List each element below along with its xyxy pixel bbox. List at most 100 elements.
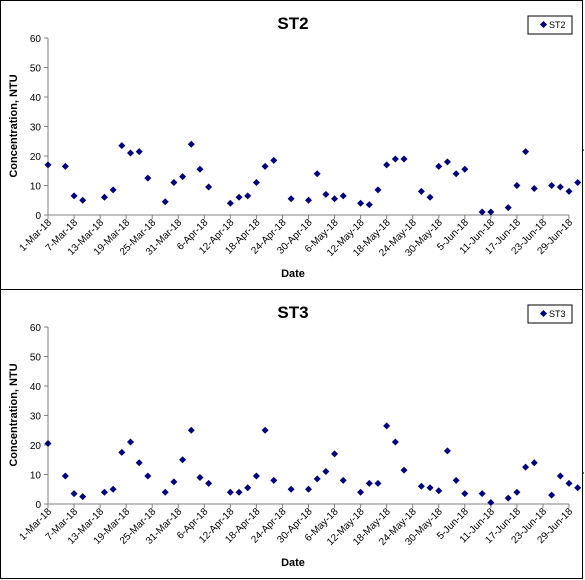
y-tick-label: 10 xyxy=(30,471,42,482)
data-point xyxy=(556,183,564,191)
data-point xyxy=(478,208,486,216)
data-point xyxy=(365,201,373,209)
data-point xyxy=(170,179,178,187)
data-point xyxy=(161,198,169,206)
data-point xyxy=(574,484,582,492)
data-point xyxy=(504,204,512,212)
data-point xyxy=(313,170,321,178)
data-point xyxy=(235,193,243,201)
data-point xyxy=(565,187,573,195)
legend: ST2 xyxy=(527,15,573,35)
data-point xyxy=(435,487,443,495)
y-tick-label: 50 xyxy=(30,353,42,364)
data-point xyxy=(374,479,382,487)
data-point xyxy=(574,179,582,187)
data-point xyxy=(287,485,295,493)
y-tick-label: 20 xyxy=(30,441,42,452)
y-tick-label: 60 xyxy=(30,34,42,45)
data-point xyxy=(331,450,339,458)
data-point xyxy=(252,179,260,187)
y-tick-label: 30 xyxy=(30,123,42,134)
legend-marker-icon xyxy=(539,309,548,318)
data-point xyxy=(504,494,512,502)
legend-box xyxy=(527,304,573,324)
data-point xyxy=(109,485,117,493)
data-point xyxy=(383,161,391,169)
y-tick-label: 0 xyxy=(35,211,41,222)
data-point xyxy=(270,476,278,484)
data-point xyxy=(100,488,108,496)
data-point xyxy=(61,162,69,170)
plot-area xyxy=(48,38,569,215)
data-point xyxy=(196,165,204,173)
x-axis-label: Date xyxy=(281,268,305,280)
data-point xyxy=(79,493,87,501)
data-point xyxy=(548,491,556,499)
data-point xyxy=(478,490,486,498)
data-point xyxy=(435,162,443,170)
data-point xyxy=(205,479,213,487)
data-point xyxy=(261,426,269,434)
data-point xyxy=(118,142,126,150)
data-point xyxy=(270,156,278,164)
data-point xyxy=(144,174,152,182)
legend-box xyxy=(527,15,573,35)
data-point xyxy=(61,472,69,480)
data-point xyxy=(400,155,408,163)
data-point xyxy=(461,165,469,173)
data-point xyxy=(339,476,347,484)
legend-label: ST2 xyxy=(549,20,566,30)
data-point xyxy=(322,468,330,476)
data-point xyxy=(226,199,234,207)
data-point xyxy=(205,183,213,191)
y-tick-label: 10 xyxy=(30,182,42,193)
data-point xyxy=(79,196,87,204)
data-point xyxy=(331,195,339,203)
y-tick-label: 0 xyxy=(35,500,41,511)
y-tick-label: 20 xyxy=(30,152,42,163)
data-point xyxy=(443,158,451,166)
data-point xyxy=(391,438,399,446)
chart-title: ST2 xyxy=(277,14,308,33)
data-point xyxy=(374,186,382,194)
legend-label: ST3 xyxy=(549,309,566,319)
data-point xyxy=(443,447,451,455)
chart-panel-st3: ST3 Date Concentration, NTU ST3 0 10 20 30 4… xyxy=(0,289,584,579)
data-point xyxy=(522,463,530,471)
data-point xyxy=(461,490,469,498)
plot-area xyxy=(48,327,569,504)
x-axis-label: Date xyxy=(281,557,305,569)
data-point xyxy=(313,475,321,483)
data-point xyxy=(126,149,134,157)
data-point xyxy=(135,459,143,467)
data-point xyxy=(452,476,460,484)
data-point xyxy=(417,187,425,195)
data-point xyxy=(417,482,425,490)
y-tick-label: 40 xyxy=(30,93,42,104)
data-point xyxy=(70,490,78,498)
data-point xyxy=(100,193,108,201)
data-point xyxy=(426,193,434,201)
data-point xyxy=(144,472,152,480)
data-point xyxy=(135,148,143,156)
data-point xyxy=(548,182,556,189)
data-point xyxy=(487,499,495,507)
data-point xyxy=(187,140,195,148)
data-point xyxy=(391,155,399,163)
data-point xyxy=(305,485,312,493)
chart-svg-st3: ST3 Date Concentration, NTU ST3 0 10 20 30 4… xyxy=(8,303,584,569)
data-point xyxy=(565,479,573,487)
data-point xyxy=(513,182,521,189)
data-point xyxy=(252,472,260,480)
data-point xyxy=(70,192,78,200)
data-point xyxy=(305,196,312,204)
chart-svg-st2: ST2 Date Concentration, NTU ST2 0 10 20 30 4… xyxy=(8,14,584,280)
data-point xyxy=(44,440,52,448)
y-tick-label: 50 xyxy=(30,64,42,75)
data-point xyxy=(522,148,530,156)
data-point xyxy=(339,192,347,200)
legend-marker-icon xyxy=(539,20,548,29)
data-point xyxy=(582,148,584,152)
chart-title: ST3 xyxy=(277,303,308,322)
data-point xyxy=(287,195,295,203)
